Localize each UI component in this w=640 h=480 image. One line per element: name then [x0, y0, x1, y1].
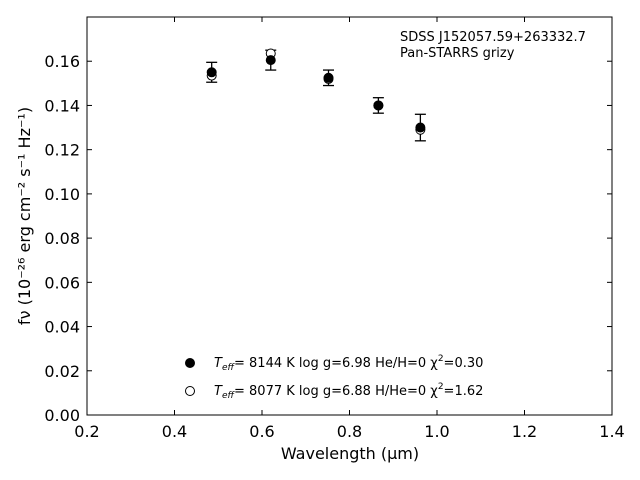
y-tick-label: 0.00: [44, 406, 80, 425]
legend-entry-1: Teff= 8144 K log g=6.98 He/H=0 χ2=0.30: [214, 354, 483, 373]
legend-marker-open: [185, 386, 195, 396]
legend-2-chi-val: =1.62: [444, 384, 484, 399]
x-axis-label: Wavelength (μm): [281, 444, 419, 463]
ticks-layer: 0.2 0.4 0.6 0.8 1.0 1.2 1.4 0.00 0.02 0.04 0.06 0.0…: [44, 17, 625, 441]
y-tick-label: 0.12: [44, 141, 80, 160]
legend-1-teff: T: [214, 356, 223, 371]
legend-1-teff-sub: eff: [222, 363, 236, 373]
x-tick-label: 1.2: [512, 422, 537, 441]
annotation-line-1: SDSS J152057.59+263332.7: [400, 30, 586, 45]
y-tick-label: 0.06: [44, 273, 80, 292]
legend-1-rest: = 8144 K log g=6.98 He/H=0 χ: [234, 356, 438, 371]
x-tick-label: 1.0: [424, 422, 449, 441]
legend: Teff= 8144 K log g=6.98 He/H=0 χ2=0.30 T…: [185, 354, 483, 401]
filled-circle-point: [373, 100, 384, 111]
legend-2-teff-sub: eff: [222, 391, 236, 401]
y-tick-label: 0.14: [44, 96, 80, 115]
x-tick-label: 0.4: [162, 422, 187, 441]
legend-entry-2: Teff= 8077 K log g=6.88 H/He=0 χ2=1.62: [214, 382, 483, 401]
y-tick-label: 0.10: [44, 185, 80, 204]
filled-circle-point: [415, 122, 426, 133]
legend-1-chi-val: =0.30: [444, 356, 484, 371]
y-tick-label: 0.02: [44, 362, 80, 381]
y-tick-label: 0.08: [44, 229, 80, 248]
x-tick-label: 0.2: [74, 422, 99, 441]
filled-circle-point: [265, 55, 276, 66]
y-axis-label: fν (10⁻²⁶ erg cm⁻² s⁻¹ Hz⁻¹): [15, 107, 34, 325]
filled-circle-point: [323, 72, 334, 83]
x-tick-label: 1.4: [599, 422, 624, 441]
x-tick-label: 0.8: [337, 422, 362, 441]
annotation-line-2: Pan-STARRS grizy: [400, 46, 515, 61]
x-tick-label: 0.6: [249, 422, 274, 441]
plot-area-frame: [86, 16, 613, 416]
legend-2-rest: = 8077 K log g=6.88 H/He=0 χ: [234, 384, 438, 399]
legend-marker-filled: [185, 358, 195, 368]
legend-2-chi-sup: 2: [438, 382, 444, 392]
y-tick-label: 0.04: [44, 318, 80, 337]
legend-2-teff: T: [214, 384, 223, 399]
legend-1-chi-sup: 2: [438, 354, 444, 364]
filled-circle-point: [206, 67, 217, 78]
marks-layer: [206, 48, 426, 142]
y-tick-label: 0.16: [44, 52, 80, 71]
